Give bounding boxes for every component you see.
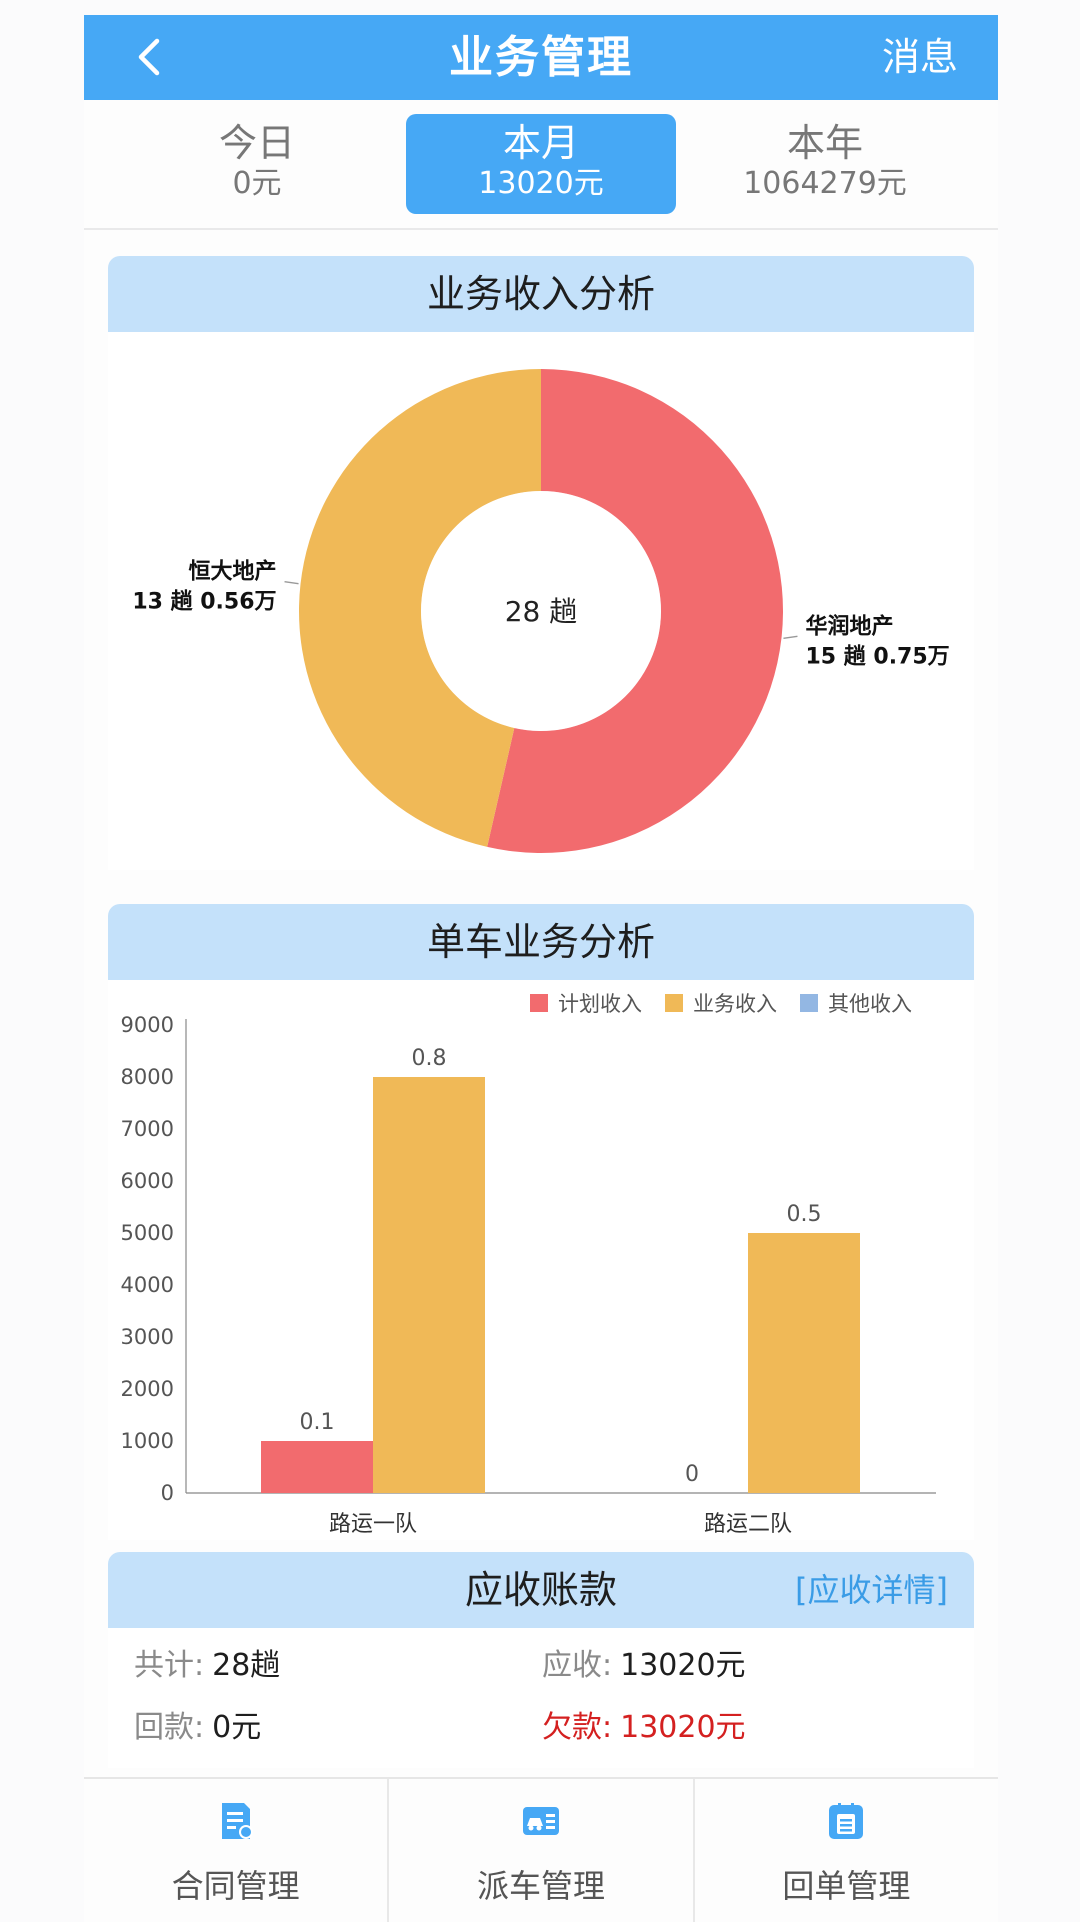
top-bar: 业务管理 消息 xyxy=(84,15,998,100)
amount-paid: 回款: 0元 xyxy=(134,1708,261,1748)
label-leader-line xyxy=(783,635,798,640)
period-tabs: 今日 0元 本月 13020元 本年 1064279元 xyxy=(84,100,998,230)
tab-value: 13020元 xyxy=(478,166,604,201)
y-tick-label: 5000 xyxy=(121,1221,174,1245)
bar xyxy=(373,1077,485,1493)
y-tick-label: 2000 xyxy=(121,1377,174,1401)
nav-label: 回单管理 xyxy=(782,1867,911,1905)
amount-owed: 欠款: 13020元 xyxy=(542,1708,746,1748)
tab-this-month[interactable]: 本月 13020元 xyxy=(406,114,676,214)
y-tick-label: 4000 xyxy=(121,1273,174,1297)
debt-value: 13020元 xyxy=(620,1710,746,1745)
y-tick-label: 7000 xyxy=(121,1117,174,1141)
back-button[interactable] xyxy=(124,33,172,81)
bar-value-label: 0.5 xyxy=(787,1202,822,1227)
tab-today[interactable]: 今日 0元 xyxy=(122,114,392,214)
tab-value: 1064279元 xyxy=(743,166,907,201)
total-label: 共计: xyxy=(134,1648,205,1683)
receivable-header: 应收账款 [应收详情] xyxy=(108,1552,974,1628)
due-label: 应收: xyxy=(542,1648,613,1683)
donut-slice xyxy=(487,369,783,853)
donut-center-label: 28 趟 xyxy=(505,595,578,628)
bar-value-label: 0 xyxy=(685,1462,699,1487)
legend-swatch xyxy=(530,994,548,1012)
slice-label-value: 13 趟 0.56万 xyxy=(132,590,276,615)
section-title: 单车业务分析 xyxy=(426,920,655,964)
slice-label-value: 15 趟 0.75万 xyxy=(805,644,949,669)
due-value: 13020元 xyxy=(620,1648,746,1683)
bottom-nav: 合同管理 派车管理 回单管理 xyxy=(84,1777,998,1922)
y-tick-label: 8000 xyxy=(121,1065,174,1089)
messages-link[interactable]: 消息 xyxy=(881,35,958,79)
contract-icon xyxy=(221,1803,253,1839)
y-tick-label: 3000 xyxy=(121,1325,174,1349)
legend-label: 其他收入 xyxy=(828,992,912,1016)
legend-swatch xyxy=(665,994,683,1012)
slice-label-name: 华润地产 xyxy=(805,613,893,639)
receipt-icon xyxy=(829,1803,864,1839)
tab-label: 本年 xyxy=(786,121,863,165)
section-title: 业务收入分析 xyxy=(426,272,655,316)
nav-label: 合同管理 xyxy=(171,1867,300,1905)
donut-slice xyxy=(298,369,541,847)
legend-swatch xyxy=(800,994,818,1012)
x-tick-label: 路运二队 xyxy=(704,1512,792,1537)
truck-analysis-header: 单车业务分析 xyxy=(108,904,974,980)
label-leader-line xyxy=(284,580,299,585)
x-tick-label: 路运一队 xyxy=(329,1512,417,1537)
dispatch-car-icon xyxy=(522,1807,559,1835)
amount-due: 应收: 13020元 xyxy=(542,1646,746,1686)
debt-label: 欠款: xyxy=(542,1710,613,1745)
donut-inner-ring xyxy=(421,491,661,731)
paid-value: 0元 xyxy=(212,1710,262,1745)
receivable-panel: 共计: 28趟 应收: 13020元 回款: 0元 欠款: 13020元 xyxy=(108,1628,974,1768)
y-tick-label: 6000 xyxy=(121,1169,174,1193)
nav-receipt-management[interactable]: 回单管理 xyxy=(692,1779,998,1922)
nav-dispatch-management[interactable]: 派车管理 xyxy=(387,1779,692,1922)
nav-contract-management[interactable]: 合同管理 xyxy=(84,1779,387,1922)
y-tick-label: 9000 xyxy=(121,1013,174,1037)
bar-value-label: 0.8 xyxy=(412,1046,447,1071)
total-value: 28趟 xyxy=(212,1648,281,1683)
page-title: 业务管理 xyxy=(449,32,633,83)
bar-value-label: 0.1 xyxy=(300,1410,335,1435)
receivable-detail-link[interactable]: [应收详情] xyxy=(795,1571,948,1609)
total-trips: 共计: 28趟 xyxy=(134,1646,280,1686)
paid-label: 回款: xyxy=(134,1710,205,1745)
slice-label-name: 恒大地产 xyxy=(189,559,277,585)
income-analysis-panel: 华润地产 15 趟 0.75万 恒大地产 13 趟 0.56万 28 趟 xyxy=(108,332,974,870)
y-tick-label: 0 xyxy=(161,1481,174,1505)
truck-bar-chart: 0 1000 2000 3000 4000 5000 6000 7000 8000 9000 计划收… xyxy=(121,992,936,1537)
nav-label: 派车管理 xyxy=(476,1867,605,1905)
legend-label: 计划收入 xyxy=(558,992,642,1016)
tab-label: 今日 xyxy=(218,121,295,165)
tab-value: 0元 xyxy=(232,166,282,201)
bar xyxy=(261,1441,373,1493)
truck-analysis-panel: 0 1000 2000 3000 4000 5000 6000 7000 8000 9000 计划收… xyxy=(108,980,974,1540)
tab-label: 本月 xyxy=(502,121,579,165)
y-tick-label: 1000 xyxy=(121,1429,174,1453)
tab-this-year[interactable]: 本年 1064279元 xyxy=(690,114,960,214)
income-analysis-header: 业务收入分析 xyxy=(108,256,974,332)
legend-label: 业务收入 xyxy=(693,992,777,1016)
section-title: 应收账款 xyxy=(464,1568,617,1612)
bar xyxy=(748,1233,860,1493)
chevron-left-icon xyxy=(138,38,160,76)
income-donut-chart: 华润地产 15 趟 0.75万 恒大地产 13 趟 0.56万 28 趟 xyxy=(132,369,950,853)
